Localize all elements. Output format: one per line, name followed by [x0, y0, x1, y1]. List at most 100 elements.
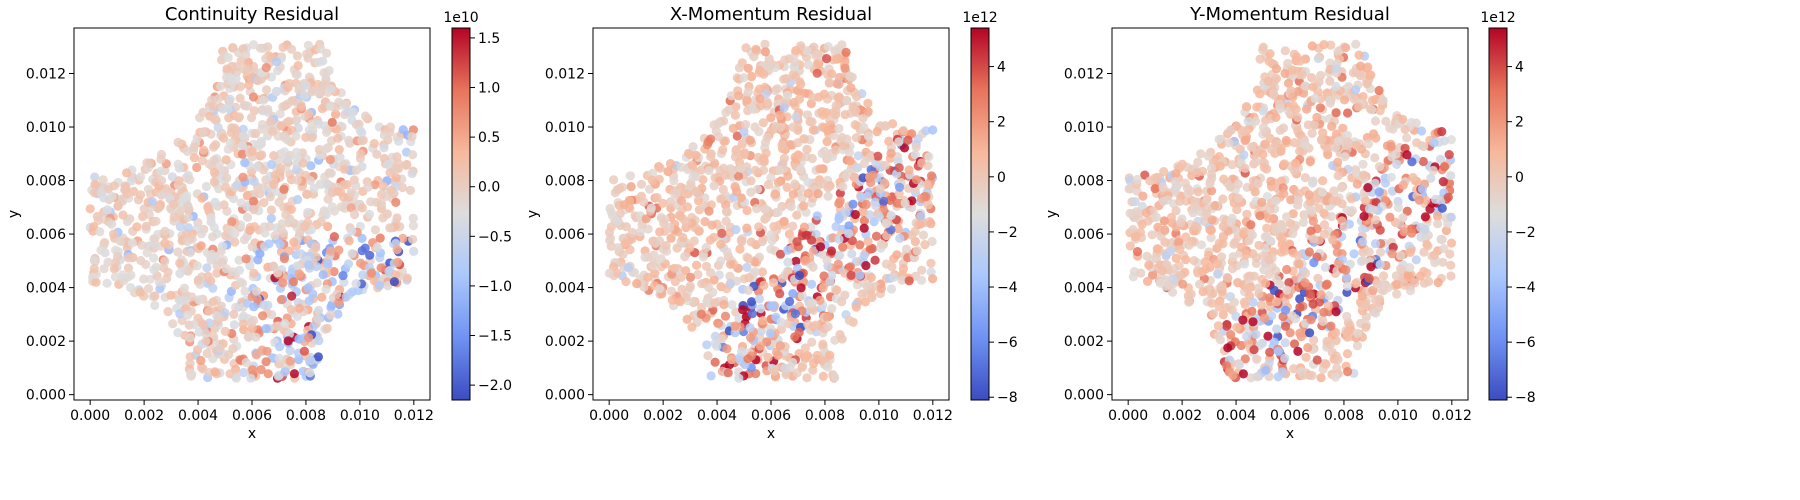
- data-point: [285, 346, 295, 356]
- data-point: [115, 236, 125, 246]
- data-point: [304, 109, 314, 119]
- data-point: [831, 105, 841, 116]
- data-point: [320, 207, 331, 217]
- data-point: [394, 136, 404, 146]
- data-point: [855, 270, 865, 280]
- data-point: [306, 355, 316, 366]
- data-point: [822, 255, 832, 265]
- data-point: [760, 39, 770, 49]
- data-point: [1443, 192, 1453, 202]
- data-point: [788, 122, 798, 132]
- data-point: [1263, 331, 1273, 341]
- y-axis-label: y: [525, 210, 541, 218]
- data-point: [209, 168, 220, 178]
- data-point: [1178, 279, 1188, 289]
- data-point: [1446, 171, 1456, 181]
- data-point: [409, 246, 419, 256]
- data-point: [1265, 347, 1275, 357]
- data-point: [314, 305, 324, 315]
- data-point: [1301, 268, 1311, 278]
- y-tick-label: 0.012: [1064, 66, 1104, 82]
- data-point: [296, 102, 306, 112]
- data-point: [273, 371, 283, 381]
- data-point: [875, 184, 885, 194]
- data-point: [1128, 225, 1138, 235]
- data-point: [705, 235, 715, 245]
- data-point: [1359, 211, 1369, 221]
- x-tick-label: 0.002: [643, 408, 683, 424]
- data-point: [1272, 324, 1282, 334]
- data-point: [294, 355, 304, 365]
- data-point: [272, 321, 282, 331]
- x-tick-label: 0.000: [70, 408, 110, 424]
- data-point: [208, 297, 218, 307]
- data-point: [739, 73, 749, 83]
- data-point: [145, 274, 155, 284]
- data-point: [304, 260, 314, 270]
- data-point: [248, 196, 259, 206]
- data-point: [1184, 297, 1194, 307]
- data-point: [926, 258, 936, 268]
- data-point: [408, 150, 418, 160]
- data-point: [751, 44, 761, 54]
- data-point: [253, 255, 263, 265]
- x-tick-label: 0.008: [286, 408, 326, 424]
- data-point: [1339, 95, 1350, 105]
- data-point: [812, 68, 822, 78]
- data-point: [706, 371, 716, 381]
- data-point: [151, 216, 161, 226]
- data-point: [927, 236, 937, 247]
- data-point: [1313, 54, 1323, 64]
- data-point: [1239, 297, 1249, 307]
- data-point: [816, 355, 827, 365]
- data-point: [326, 310, 336, 320]
- data-point: [658, 198, 668, 208]
- data-point: [163, 307, 173, 317]
- data-point: [623, 263, 633, 273]
- data-point: [1282, 285, 1292, 295]
- data-point: [325, 101, 335, 111]
- data-point: [643, 272, 653, 282]
- data-point: [1233, 193, 1244, 203]
- data-point: [675, 211, 685, 221]
- data-point: [294, 269, 304, 279]
- data-point: [831, 145, 841, 155]
- data-point: [182, 146, 192, 156]
- data-point: [304, 296, 314, 306]
- data-point: [734, 63, 745, 73]
- data-point: [174, 176, 184, 186]
- data-point: [229, 123, 239, 133]
- data-point: [606, 207, 617, 217]
- data-point: [650, 268, 660, 278]
- data-point: [209, 177, 219, 187]
- colorbar-tick-label: −2: [1515, 225, 1536, 241]
- data-point: [818, 110, 829, 120]
- colorbar-tick-label: −1.0: [478, 279, 512, 295]
- data-point: [325, 155, 335, 165]
- data-point: [1374, 187, 1384, 197]
- colorbar-tick-label: 0.0: [478, 180, 500, 196]
- data-point: [615, 208, 625, 219]
- data-point: [1308, 82, 1318, 92]
- x-tick-label: 0.012: [913, 408, 953, 424]
- data-point: [258, 95, 269, 105]
- data-point: [263, 104, 273, 114]
- data-point: [831, 54, 842, 64]
- data-point: [1446, 238, 1457, 248]
- data-point: [720, 170, 731, 180]
- data-point: [1379, 271, 1389, 281]
- data-point: [903, 135, 913, 145]
- data-point: [666, 233, 676, 243]
- colorbar-tick-label: −8: [997, 390, 1018, 406]
- data-point: [851, 302, 861, 312]
- data-point: [173, 137, 183, 147]
- data-point: [1352, 179, 1362, 189]
- data-point: [292, 153, 302, 163]
- data-point: [197, 193, 207, 203]
- data-point: [1302, 104, 1312, 114]
- data-point: [1403, 270, 1413, 280]
- data-point: [238, 172, 248, 182]
- data-point: [283, 336, 293, 346]
- data-point: [1271, 112, 1281, 122]
- data-point: [288, 96, 298, 106]
